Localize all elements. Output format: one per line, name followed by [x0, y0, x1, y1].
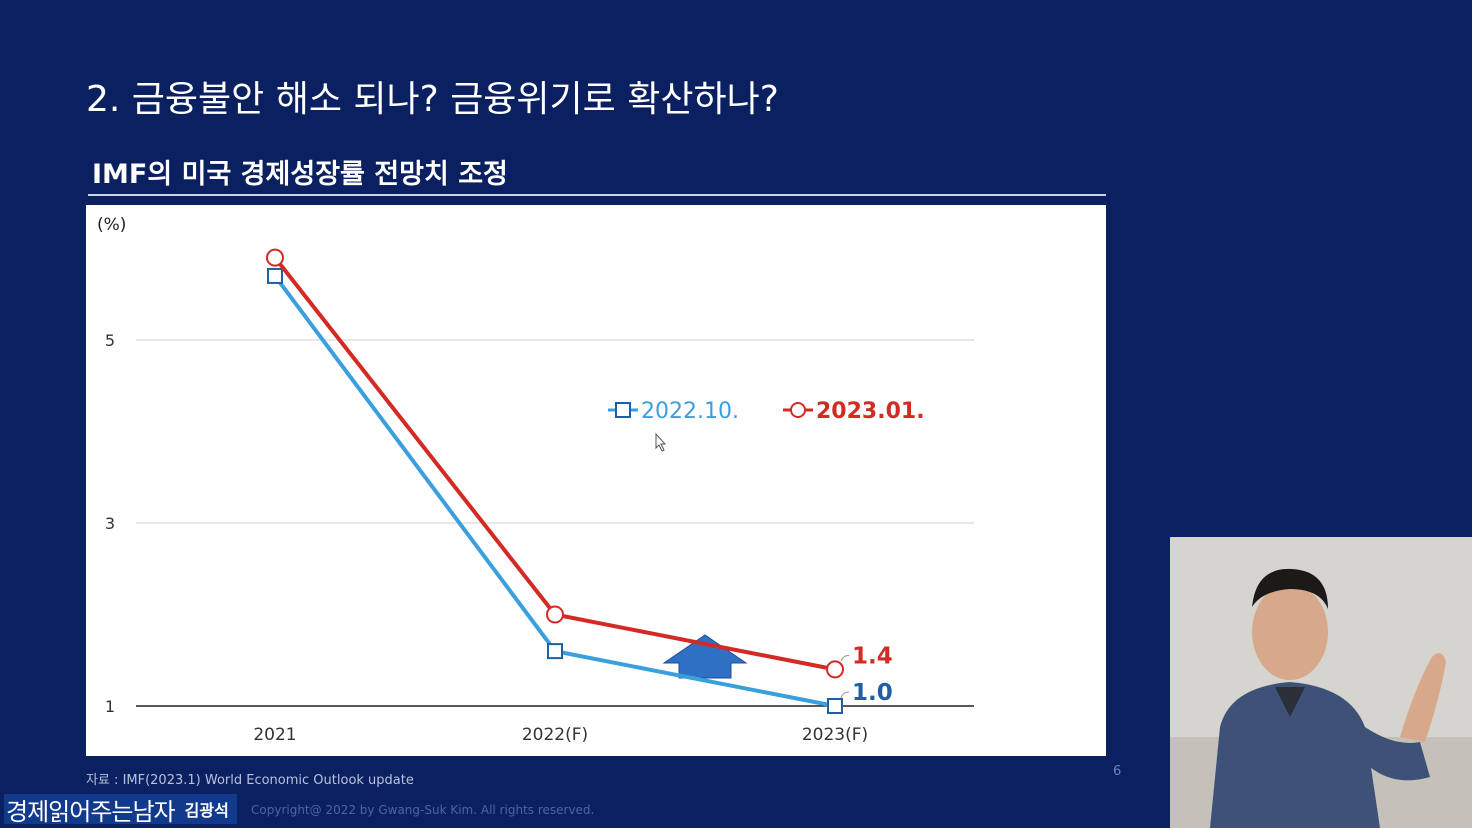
end-value-label: 1.0 — [852, 680, 893, 706]
copyright-notice: Copyright@ 2022 by Gwang-Suk Kim. All ri… — [251, 803, 595, 817]
channel-host: 김광석 — [184, 801, 229, 820]
page-number: 6 — [1113, 764, 1122, 779]
legend-marker-square — [615, 402, 631, 418]
chart-heading: IMF의 미국 경제성장률 전망치 조정 — [92, 159, 508, 190]
y-unit-label: (%) — [97, 215, 126, 235]
data-point-circle — [826, 660, 844, 679]
presenter-video — [1170, 537, 1472, 828]
channel-logo: 경제읽어주는남자 김광석 — [4, 794, 237, 826]
data-point-circle — [546, 605, 564, 624]
x-tick-label: 2023(F) — [802, 725, 868, 745]
slide-title: 2. 금융불안 해소 되나? 금융위기로 확산하나? — [86, 79, 779, 120]
heading-divider — [88, 194, 1106, 196]
chart-panel: (%) 1 3 5 2021 2022(F) 2023(F) 1.0 1.4 2022.10. 20… — [86, 205, 1106, 756]
y-tick-label: 5 — [105, 331, 115, 350]
legend-label: 2023.01. — [816, 399, 925, 424]
label-leader — [840, 654, 850, 662]
upward-arrow-icon — [662, 634, 748, 679]
channel-name: 경제읽어주는남자 — [6, 797, 176, 826]
source-note: 자료 : IMF(2023.1) World Economic Outlook … — [86, 773, 414, 788]
label-leader — [840, 691, 850, 699]
data-point-square — [267, 267, 283, 284]
mouse-cursor-icon — [655, 432, 667, 452]
legend-label: 2022.10. — [641, 399, 739, 424]
presenter-video-icon — [1170, 537, 1472, 828]
y-tick-label: 1 — [105, 697, 115, 716]
data-point-square — [827, 698, 843, 714]
x-tick-label: 2021 — [253, 725, 296, 745]
legend-marker-circle — [790, 402, 806, 418]
data-point-square — [547, 643, 563, 660]
growth-forecast-chart: (%) 1 3 5 2021 2022(F) 2023(F) 1.0 1.4 2022.10. 20… — [97, 215, 974, 745]
data-point-circle — [266, 248, 284, 267]
end-value-label: 1.4 — [852, 643, 893, 669]
y-tick-label: 3 — [105, 514, 115, 533]
x-tick-label: 2022(F) — [522, 725, 588, 745]
